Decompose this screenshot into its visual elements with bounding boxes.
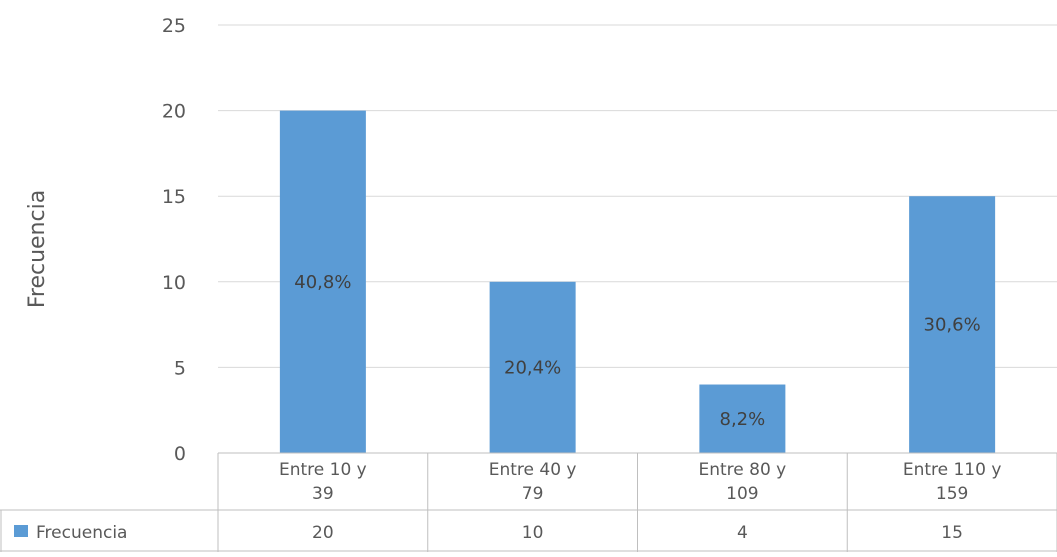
y-tick-label: 15 bbox=[162, 186, 186, 208]
bar bbox=[279, 110, 366, 453]
category-label: Entre 110 y bbox=[903, 460, 1002, 480]
data-label: 30,6% bbox=[924, 315, 981, 336]
table-value: 15 bbox=[941, 523, 963, 543]
category-label: Entre 40 y bbox=[489, 460, 577, 480]
y-tick-label: 20 bbox=[162, 101, 186, 123]
bar bbox=[489, 281, 576, 453]
category-label: 79 bbox=[522, 484, 544, 504]
data-label: 20,4% bbox=[504, 357, 561, 378]
y-tick-label: 25 bbox=[162, 15, 186, 37]
category-label: 159 bbox=[936, 484, 968, 504]
y-tick-label: 10 bbox=[162, 272, 186, 294]
legend-swatch bbox=[14, 525, 28, 537]
table-value: 4 bbox=[737, 523, 748, 543]
category-label: Entre 10 y bbox=[279, 460, 367, 480]
category-label: Entre 80 y bbox=[698, 460, 786, 480]
legend-key-label: Frecuencia bbox=[36, 523, 127, 543]
y-axis-title: Frecuencia bbox=[25, 190, 50, 308]
bar bbox=[699, 384, 786, 453]
table-value: 20 bbox=[312, 523, 334, 543]
category-label: 109 bbox=[726, 484, 758, 504]
table-value: 10 bbox=[522, 523, 544, 543]
y-tick-label: 0 bbox=[174, 443, 186, 465]
bar bbox=[909, 196, 996, 453]
data-label: 8,2% bbox=[720, 409, 766, 430]
y-tick-label: 5 bbox=[174, 357, 186, 379]
data-label: 40,8% bbox=[294, 272, 351, 293]
category-label: 39 bbox=[312, 484, 334, 504]
